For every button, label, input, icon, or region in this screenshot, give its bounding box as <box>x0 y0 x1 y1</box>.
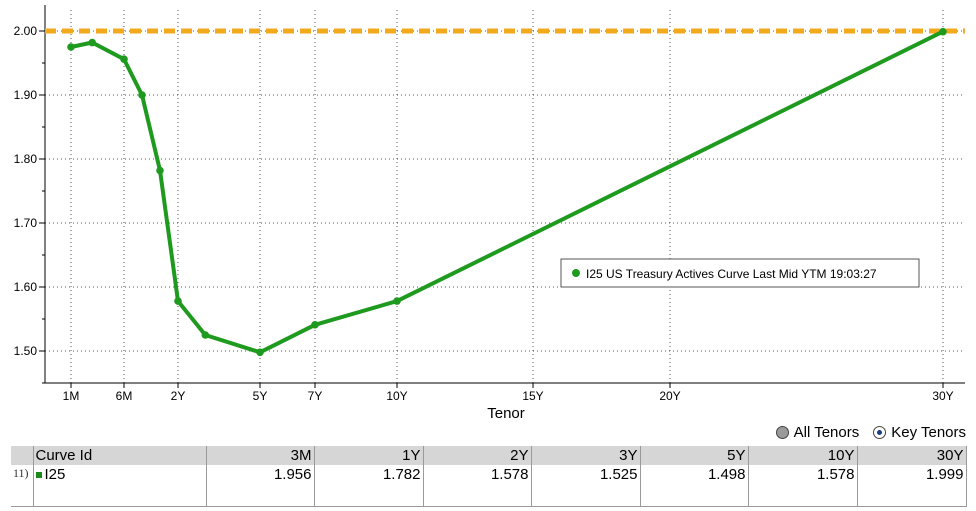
curve-id-text: I25 <box>44 466 66 483</box>
cell-3m: 1.956 <box>206 465 315 507</box>
x-tick-label: 10Y <box>386 389 407 403</box>
cell-2y: 1.578 <box>423 465 532 507</box>
x-tick-label: 1M <box>63 389 80 403</box>
data-point <box>156 166 164 175</box>
curve-table: Curve Id 3M 1Y 2Y 3Y 5Y 10Y 30Y 11) I25 … <box>11 446 967 507</box>
header-10y: 10Y <box>748 446 858 465</box>
data-point <box>138 91 146 99</box>
data-point <box>174 297 182 305</box>
y-tick-label: 2.00 <box>14 24 38 38</box>
cell-3y: 1.525 <box>531 465 641 507</box>
header-index <box>11 446 34 465</box>
all-tenors-radio-icon[interactable] <box>775 426 789 439</box>
x-tick-label: 2Y <box>171 389 186 403</box>
data-point <box>201 331 210 339</box>
yield-curve-chart: 1.50 1.60 1.70 1.80 1.90 2.00 1M 6M 2Y 5Y 7Y 10Y 15Y… <box>14 5 965 420</box>
axes: 1.50 1.60 1.70 1.80 1.90 2.00 1M 6M 2Y 5Y 7Y 10Y 15Y… <box>14 5 965 403</box>
x-axis-title: Tenor <box>487 405 525 420</box>
series-line <box>69 29 945 355</box>
all-tenors-label: All Tenors <box>793 424 860 441</box>
x-tick-label: 7Y <box>308 389 323 403</box>
y-tick-label: 1.70 <box>14 216 38 230</box>
y-tick-label: 1.90 <box>14 88 38 102</box>
data-point <box>311 320 319 329</box>
cell-1y: 1.782 <box>314 465 424 507</box>
x-tick-label: 5Y <box>253 389 268 403</box>
legend-marker <box>572 269 580 277</box>
header-curve-id: Curve Id <box>33 446 207 465</box>
series-layer <box>67 27 947 357</box>
key-tenors-radio-icon[interactable] <box>873 426 887 439</box>
table-row[interactable]: 11) I25 1.956 1.782 1.578 1.525 1.498 1.… <box>11 465 967 507</box>
data-point <box>88 38 97 47</box>
x-tick-label: 15Y <box>522 389 543 403</box>
row-curve-id[interactable]: I25 <box>33 465 207 507</box>
y-tick-label: 1.80 <box>14 152 38 166</box>
data-point <box>67 43 75 51</box>
header-2y: 2Y <box>423 446 532 465</box>
tenor-toggle-group: All Tenors Key Tenors <box>775 424 966 441</box>
table-header-row: Curve Id 3M 1Y 2Y 3Y 5Y 10Y 30Y <box>11 446 967 465</box>
data-point <box>393 297 401 305</box>
cell-5y: 1.498 <box>640 465 749 507</box>
x-tick-label: 6M <box>116 389 133 403</box>
legend-label: I25 US Treasury Actives Curve Last Mid Y… <box>586 267 877 281</box>
cell-10y: 1.578 <box>748 465 858 507</box>
data-point <box>939 27 947 36</box>
key-tenors-toggle[interactable]: Key Tenors <box>873 424 966 441</box>
x-tick-label: 30Y <box>932 389 953 403</box>
data-point <box>256 348 264 357</box>
row-index: 11) <box>11 465 34 507</box>
header-1y: 1Y <box>314 446 424 465</box>
header-3y: 3Y <box>531 446 641 465</box>
header-3m: 3M <box>206 446 315 465</box>
legend: I25 US Treasury Actives Curve Last Mid Y… <box>560 258 920 288</box>
data-point <box>120 55 128 63</box>
key-tenors-label: Key Tenors <box>891 424 966 441</box>
y-tick-label: 1.50 <box>14 344 38 358</box>
series-color-icon <box>35 472 42 479</box>
x-tick-label: 20Y <box>659 389 680 403</box>
all-tenors-toggle[interactable]: All Tenors <box>775 424 860 441</box>
grid-lines <box>45 10 965 383</box>
cell-30y: 1.999 <box>857 465 967 507</box>
header-30y: 30Y <box>857 446 967 465</box>
header-5y: 5Y <box>640 446 749 465</box>
y-tick-label: 1.60 <box>14 280 38 294</box>
